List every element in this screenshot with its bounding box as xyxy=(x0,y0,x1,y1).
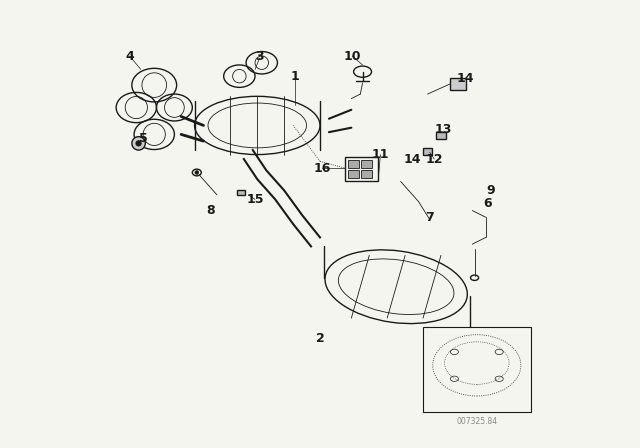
Bar xyxy=(348,160,359,168)
Text: 4: 4 xyxy=(125,49,134,63)
Bar xyxy=(361,160,372,168)
Circle shape xyxy=(195,171,198,174)
Circle shape xyxy=(136,141,141,146)
Text: 5: 5 xyxy=(139,132,147,146)
Bar xyxy=(423,327,531,412)
Bar xyxy=(436,132,446,139)
Text: 3: 3 xyxy=(255,49,264,63)
Text: 14: 14 xyxy=(457,72,474,85)
Text: 11: 11 xyxy=(372,148,389,161)
Bar xyxy=(361,170,372,178)
Text: 10: 10 xyxy=(344,49,361,63)
Text: 13: 13 xyxy=(435,123,452,137)
Circle shape xyxy=(132,137,145,150)
Bar xyxy=(348,170,359,178)
Text: 007325.84: 007325.84 xyxy=(456,417,497,426)
Bar xyxy=(345,157,378,181)
Bar xyxy=(423,148,432,155)
Text: 7: 7 xyxy=(426,211,434,224)
Text: 1: 1 xyxy=(291,69,300,83)
Text: 6: 6 xyxy=(484,197,492,211)
Text: 14: 14 xyxy=(404,152,421,166)
Text: 2: 2 xyxy=(316,332,324,345)
Bar xyxy=(450,78,466,90)
Text: 15: 15 xyxy=(246,193,264,206)
Text: 12: 12 xyxy=(426,152,443,166)
Text: 16: 16 xyxy=(314,161,331,175)
Text: 9: 9 xyxy=(486,184,495,197)
Bar xyxy=(237,190,245,195)
Text: 8: 8 xyxy=(206,204,214,217)
